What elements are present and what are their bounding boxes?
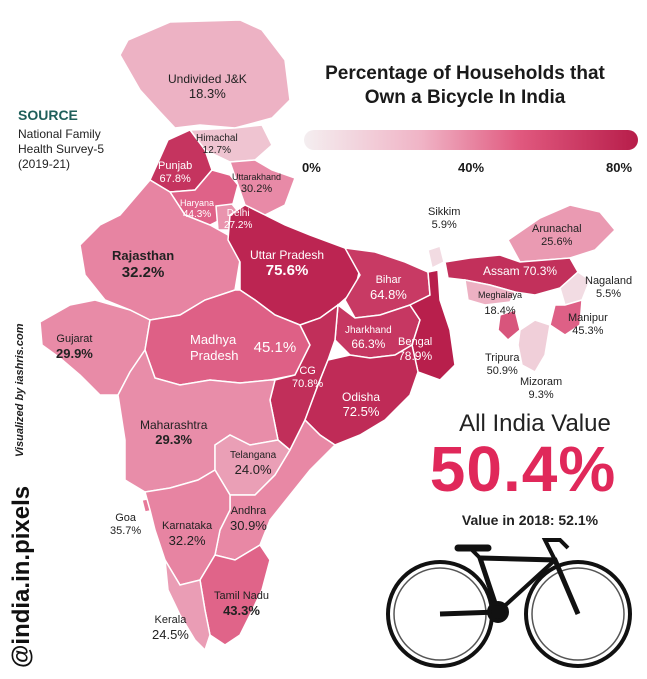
summary-subtext: Value in 2018: 52.1% bbox=[461, 512, 599, 528]
label-mp: Madhya Pradesh 45.1% bbox=[190, 332, 297, 363]
legend-min: 0% bbox=[302, 160, 321, 175]
label-jk: Undivided J&K 18.3% bbox=[168, 72, 247, 102]
label-bihar: Bihar 64.8% bbox=[370, 274, 407, 303]
label-maharashtra: Maharashtra 29.3% bbox=[140, 418, 208, 448]
legend-mid: 40% bbox=[458, 160, 485, 175]
label-arunachal: Arunachal 25.6% bbox=[532, 223, 582, 249]
source-text: National Family Health Survey-5 (2019-21… bbox=[18, 127, 105, 171]
summary-heading: All India Value bbox=[459, 410, 611, 437]
label-punjab: Punjab 67.8% bbox=[158, 160, 193, 186]
label-delhi: Delhi 27.2% bbox=[224, 208, 253, 231]
region-kerala bbox=[164, 559, 211, 652]
source-heading: SOURCE bbox=[18, 107, 78, 123]
region-himachal bbox=[188, 124, 273, 163]
legend-max: 80% bbox=[606, 160, 633, 175]
label-tamilnadu: Tamil Nadu 43.3% bbox=[214, 590, 270, 619]
region-mizoram bbox=[517, 319, 551, 374]
label-up: Uttar Pradesh 75.6% bbox=[250, 248, 325, 280]
region-meghalaya bbox=[464, 279, 517, 306]
region-nagaland bbox=[559, 271, 591, 306]
region-bengal bbox=[408, 269, 456, 381]
credit-text: Visualized by iashris.com bbox=[14, 323, 26, 457]
label-assam: Assam 70.3% bbox=[483, 264, 558, 278]
label-kerala: Kerala 24.5% bbox=[152, 614, 189, 643]
label-himachal: Himachal 12.7% bbox=[196, 133, 238, 156]
label-karnataka: Karnataka 32.2% bbox=[162, 520, 213, 549]
title-line-1: Percentage of Households that bbox=[325, 63, 605, 84]
label-gujarat: Gujarat 29.9% bbox=[56, 333, 93, 362]
label-cg: CG 70.8% bbox=[292, 365, 324, 391]
region-uttarakhand bbox=[228, 159, 296, 216]
label-bengal: Bengal 78.9% bbox=[398, 336, 433, 364]
label-andhra: Andhra 30.9% bbox=[230, 505, 267, 534]
brand-vertical: @india.in.pixels bbox=[8, 468, 38, 668]
summary-value: 50.4% bbox=[429, 433, 617, 505]
label-uttarakhand: Uttarakhand 30.2% bbox=[232, 172, 282, 195]
title-line-2: Own a Bicycle In India bbox=[364, 87, 566, 108]
bicycle-illustration bbox=[386, 538, 632, 668]
label-odisha: Odisha 72.5% bbox=[342, 390, 381, 420]
label-goa: Goa 35.7% bbox=[110, 512, 142, 538]
credit-vertical: Visualized by iashris.com bbox=[14, 312, 28, 457]
label-jharkhand: Jharkhand 66.3% bbox=[345, 325, 392, 351]
region-karnataka bbox=[144, 468, 231, 586]
legend-gradient-bar bbox=[304, 130, 638, 150]
label-sikkim: Sikkim 5.9% bbox=[428, 206, 461, 232]
label-tripura: Tripura 50.9% bbox=[485, 352, 520, 378]
label-meghalaya: Meghalaya 18.4% bbox=[478, 290, 523, 317]
label-telangana: Telangana 24.0% bbox=[230, 450, 277, 477]
label-haryana: Haryana 44.3% bbox=[180, 198, 215, 220]
region-tripura bbox=[497, 309, 521, 342]
label-manipur: Manipur 45.3% bbox=[568, 312, 608, 338]
region-jk bbox=[119, 19, 291, 129]
brand-text: @india.in.pixels bbox=[8, 485, 35, 668]
label-rajasthan: Rajasthan 32.2% bbox=[112, 248, 175, 281]
map-title: Percentage of Households that Own a Bicy… bbox=[300, 62, 630, 110]
region-sikkim bbox=[427, 245, 445, 270]
label-mizoram: Mizoram 9.3% bbox=[520, 376, 563, 402]
label-nagaland: Nagaland 5.5% bbox=[585, 275, 633, 301]
